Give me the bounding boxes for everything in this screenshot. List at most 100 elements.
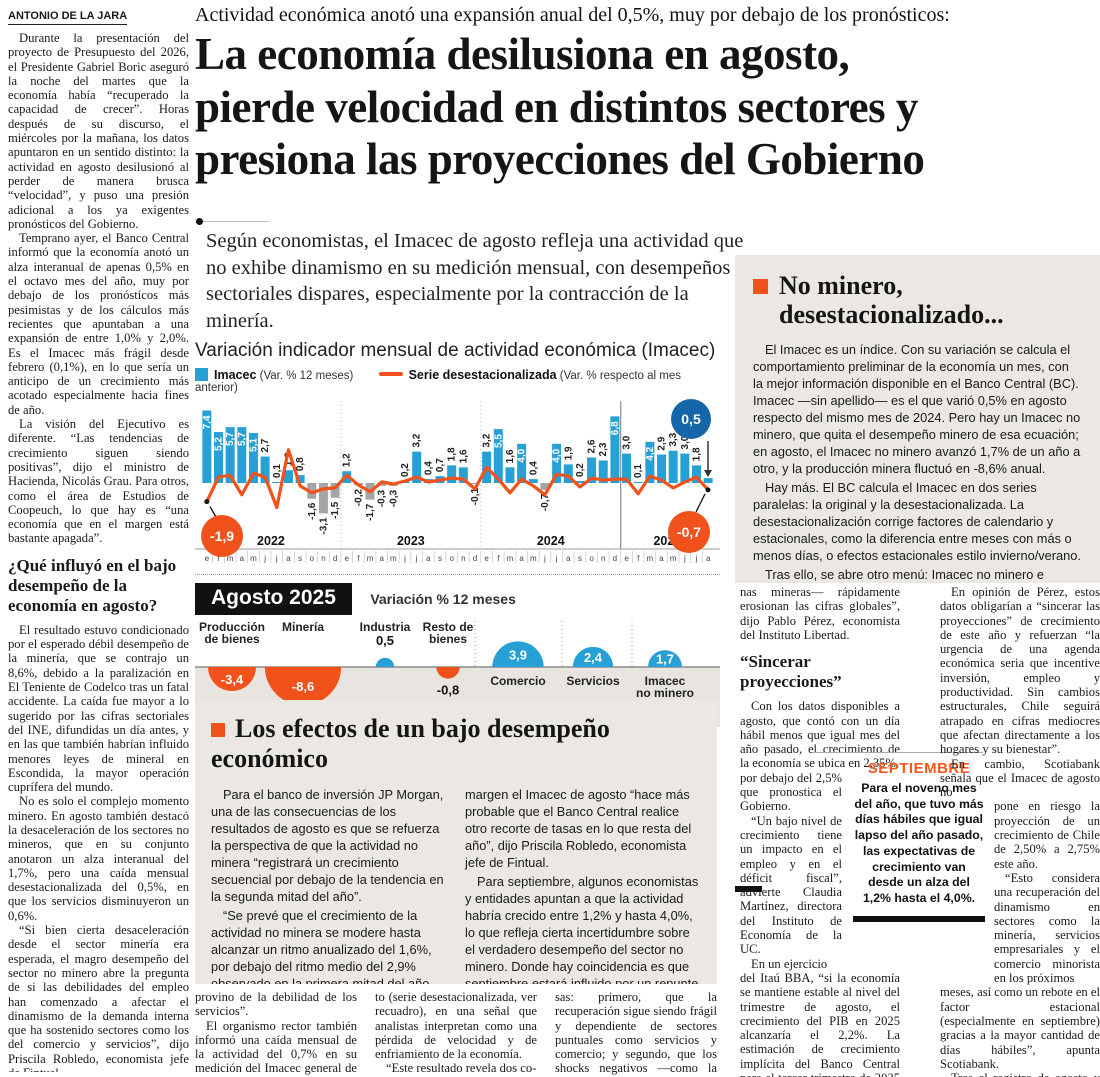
month-label: m xyxy=(507,554,514,563)
sector-name: Servicios xyxy=(566,674,620,688)
right-column-a: nas mineras— rápidamente erosionan las c… xyxy=(740,585,900,1077)
effects-columns: Para el banco de inversión JP Morgan, un… xyxy=(211,786,701,984)
legend-label-imacec: Imacec xyxy=(214,368,257,382)
bar xyxy=(318,483,328,514)
trend-line xyxy=(205,448,710,510)
bar xyxy=(680,453,690,483)
orange-square-icon xyxy=(753,279,768,294)
bar xyxy=(377,483,387,486)
month-label: e xyxy=(624,554,629,563)
paragraph: “Si bien cierta desaceleración desde el … xyxy=(8,923,189,1072)
bar-label: 2,7 xyxy=(260,438,271,452)
colA-wide-top: nas mineras— rápidamente erosionan las c… xyxy=(740,585,900,771)
colA-narrow: por debajo del 2,5% que pronostica el Go… xyxy=(740,771,842,971)
bar xyxy=(587,457,597,483)
month-label: a xyxy=(379,554,384,563)
bar-label: 2,3 xyxy=(598,442,609,456)
bar-label: 2,9 xyxy=(657,436,668,450)
bar xyxy=(213,432,223,483)
month-label: j xyxy=(275,554,278,563)
sector-bubble xyxy=(648,650,682,667)
colB-narrow: pone en riesgo la proyección de un creci… xyxy=(994,799,1100,985)
bar-label: -0,7 xyxy=(540,493,551,511)
paragraph: La visión del Ejecutivo es diferente. “L… xyxy=(8,417,189,546)
sector-name: Industria xyxy=(360,620,411,634)
month-label: a xyxy=(286,554,291,563)
sector-name: bienes xyxy=(429,632,467,646)
bottom-col-3: sas: primero, que la recuperación sigue … xyxy=(555,990,717,1075)
month-label: s xyxy=(298,554,302,563)
month-label: m xyxy=(530,554,537,563)
bar-label: -1,6 xyxy=(307,502,318,520)
headline-rule xyxy=(196,212,269,225)
bar-label: 5,5 xyxy=(493,434,504,448)
sector-name: Producción xyxy=(199,620,265,634)
sincerar-subhead: “Sincerar proyecciones” xyxy=(740,652,842,692)
headline: La economía desilusiona en agosto, pierd… xyxy=(195,28,1095,186)
sector-bubble xyxy=(264,667,342,706)
bar xyxy=(703,478,713,483)
bar-label: 3,3 xyxy=(668,432,679,446)
paragraph: pone en riesgo la proyección de un creci… xyxy=(994,799,1100,871)
bar xyxy=(505,467,515,483)
bar-label: 1,8 xyxy=(447,447,458,461)
bar xyxy=(633,482,643,484)
sector-name: Comercio xyxy=(490,674,545,688)
month-label: o xyxy=(310,554,315,563)
month-label: o xyxy=(449,554,454,563)
bar xyxy=(657,454,667,483)
year-label: 2024 xyxy=(537,534,565,548)
bar-label: 4,0 xyxy=(517,448,528,462)
bar xyxy=(470,483,480,484)
september-box-title: SEPTIEMBRE xyxy=(867,760,971,777)
bar-label: 0,1 xyxy=(633,464,644,478)
bar-label: 0,4 xyxy=(528,461,539,475)
paragraph: Para el banco de inversión JP Morgan, un… xyxy=(211,787,444,905)
month-label: a xyxy=(519,554,524,563)
month-label: j xyxy=(555,554,558,563)
bar xyxy=(307,483,317,499)
paragraph: No es solo el complejo momento minero. E… xyxy=(8,794,189,923)
sector-value: 1,7 xyxy=(656,651,674,666)
effects-title: Los efectos de un bajo desempeño económi… xyxy=(211,714,701,774)
month-label: m xyxy=(250,554,257,563)
month-label: f xyxy=(217,554,220,563)
month-label: f xyxy=(497,554,500,563)
september-box-bottombar xyxy=(853,915,985,922)
month-label: o xyxy=(589,554,594,563)
sector-name: no minero xyxy=(636,686,694,700)
sector-chart-header: Agosto 2025 Variación % 12 meses xyxy=(195,574,720,617)
colB-wide-top: En opinión de Pérez, estos datos obligar… xyxy=(940,585,1100,799)
bottom-col-1: provino de la debilidad de los servicios… xyxy=(195,990,357,1075)
bar-label: 4,2 xyxy=(645,446,656,460)
line-start-dot xyxy=(204,499,210,505)
legend-line-icon xyxy=(378,372,403,376)
bar-label: 3,2 xyxy=(482,433,493,447)
bar xyxy=(458,467,468,483)
left-column-subhead: ¿Qué influyó en el bajo desempeño de la … xyxy=(8,555,177,615)
bar xyxy=(517,443,527,483)
bar-label: -0,3 xyxy=(377,490,388,508)
legend-label-serie: Serie desestacionalizada xyxy=(408,368,557,382)
paragraph: “Se prevé que el crecimiento de la activ… xyxy=(211,908,432,984)
september-box-toprule xyxy=(813,752,983,753)
paragraph: sas: primero, que la recuperación sigue … xyxy=(555,990,717,1075)
headline-line-3: presiona las proyecciones del Gobierno xyxy=(195,134,925,185)
paragraph: Tras el registro de agosto y como balanc… xyxy=(940,1071,1100,1077)
bar xyxy=(668,450,678,483)
month-label: j xyxy=(683,554,686,563)
paragraph: En un ejercicio xyxy=(751,956,828,971)
orange-square-icon xyxy=(211,723,225,737)
bar-label: 1,3 xyxy=(283,452,294,466)
paragraph: Hay más. El BC calcula el Imacec en dos … xyxy=(753,480,1081,564)
period-badge: Agosto 2025 xyxy=(195,583,352,615)
effects-box: Los efectos de un bajo desempeño económi… xyxy=(195,700,717,984)
sector-value: 3,9 xyxy=(509,647,527,662)
legend-qualifier-imacec: (Var. % 12 meses) xyxy=(259,370,354,382)
month-label: m xyxy=(227,554,234,563)
bar-label: 3,2 xyxy=(412,433,423,447)
imacec-svg: 7,45,2 5,7 5,7 5,1 2,70,11,3 0,8-1,6-3,1-1,51… xyxy=(195,399,720,563)
callout-bar-last-value: 0,5 xyxy=(681,411,701,427)
byline: ANTONIO DE LA JARA xyxy=(8,10,189,25)
